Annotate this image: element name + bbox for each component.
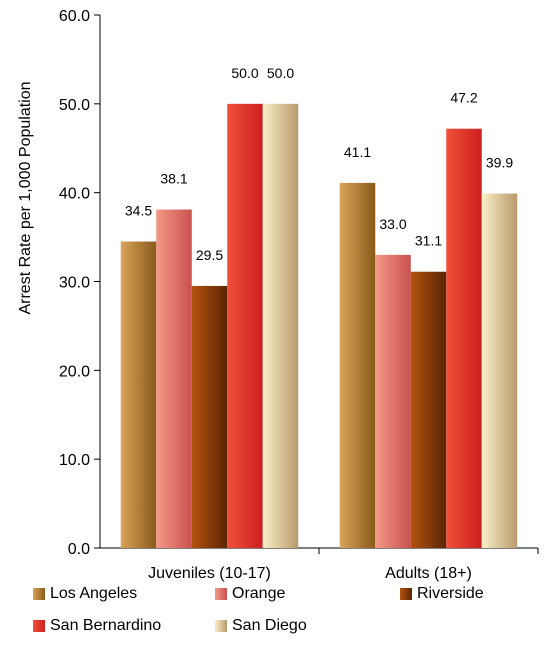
data-label: 38.1 bbox=[160, 171, 187, 187]
bar bbox=[481, 193, 518, 548]
y-axis-label: Arrest Rate per 1,000 Population bbox=[17, 81, 34, 314]
bar bbox=[375, 254, 411, 548]
bar bbox=[156, 209, 192, 549]
bar bbox=[262, 103, 299, 548]
data-label: 50.0 bbox=[231, 65, 258, 81]
bar bbox=[446, 128, 482, 548]
bar bbox=[120, 241, 157, 548]
x-tick-label: Adults (18+) bbox=[385, 565, 472, 582]
bar bbox=[227, 103, 263, 548]
y-tick-label: 10.0 bbox=[59, 452, 90, 469]
bar bbox=[191, 285, 228, 548]
data-label: 39.9 bbox=[486, 155, 513, 171]
y-tick-label: 40.0 bbox=[59, 186, 90, 203]
bar bbox=[339, 182, 376, 548]
data-label: 33.0 bbox=[379, 216, 406, 232]
y-tick-label: 0.0 bbox=[68, 541, 90, 558]
y-tick-label: 20.0 bbox=[59, 363, 90, 380]
data-label: 41.1 bbox=[344, 144, 371, 160]
y-tick-label: 60.0 bbox=[59, 8, 90, 25]
y-tick-label: 50.0 bbox=[59, 97, 90, 114]
data-label: 50.0 bbox=[267, 65, 294, 81]
x-tick-label: Juveniles (10-17) bbox=[148, 565, 271, 582]
data-label: 34.5 bbox=[125, 203, 152, 219]
data-label: 31.1 bbox=[415, 233, 442, 249]
bar bbox=[410, 271, 447, 548]
data-label: 47.2 bbox=[450, 90, 477, 106]
data-label: 29.5 bbox=[196, 247, 223, 263]
y-tick-label: 30.0 bbox=[59, 275, 90, 292]
